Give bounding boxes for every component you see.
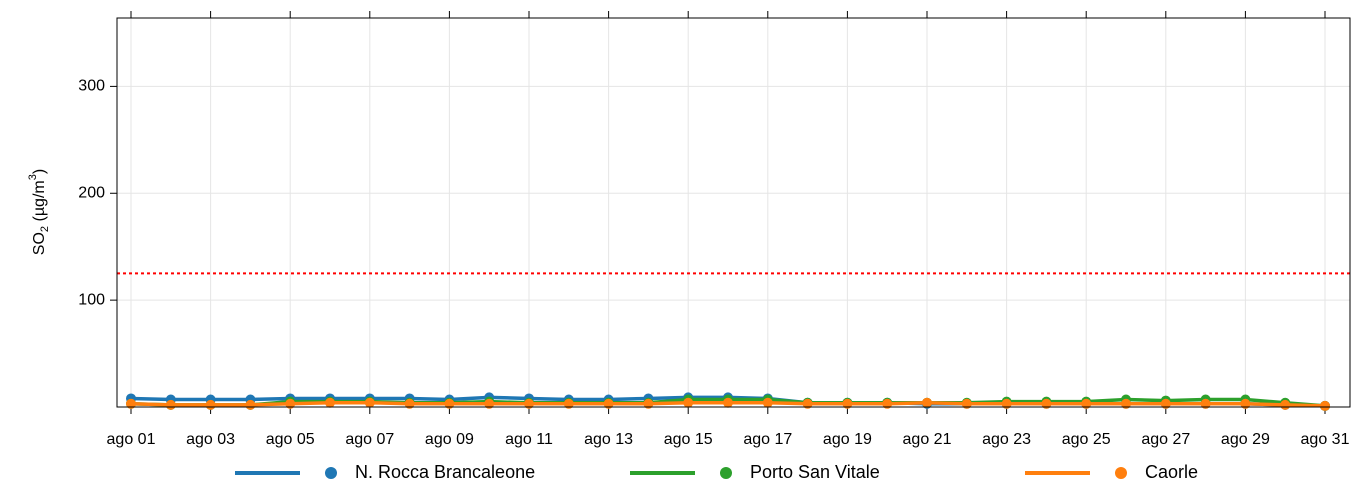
y-label-part: SO [31, 232, 48, 255]
x-tick-label: ago 11 [505, 431, 553, 448]
data-point [1200, 398, 1211, 409]
data-point [245, 399, 256, 410]
legend-marker [1115, 467, 1127, 479]
legend-label: Caorle [1145, 462, 1198, 482]
data-point [364, 397, 375, 408]
data-point [922, 397, 932, 408]
x-tick-label: ago 17 [743, 431, 792, 448]
x-tick-label: ago 01 [107, 431, 156, 448]
y-label-sub: 2 [39, 226, 51, 232]
plot-frame [116, 17, 1351, 408]
data-point [325, 397, 335, 408]
x-tick-label: ago 13 [584, 431, 633, 448]
data-point [882, 398, 893, 409]
x-tick-label: ago 07 [345, 431, 394, 448]
y-label-part: (µg/m [31, 180, 48, 226]
data-point [563, 398, 574, 409]
data-point [802, 398, 813, 409]
data-point [842, 398, 853, 409]
y-axis-label: SO2 (µg/m3) [27, 169, 51, 255]
data-point [444, 398, 455, 409]
data-point [723, 397, 733, 408]
data-point [1320, 400, 1330, 411]
data-point [126, 398, 136, 409]
y-label-part: ) [31, 169, 48, 174]
x-tick-label: ago 15 [664, 431, 713, 448]
y-tick-label: 200 [78, 184, 105, 201]
x-tick-label: ago 03 [186, 431, 235, 448]
x-tick-label: ago 29 [1221, 431, 1270, 448]
data-point [1081, 398, 1092, 409]
data-point [285, 398, 296, 409]
data-point [1160, 398, 1171, 409]
legend-marker [720, 467, 732, 479]
data-point [165, 399, 176, 410]
x-tick-label: ago 25 [1062, 431, 1111, 448]
data-point [603, 398, 614, 409]
x-tick-label: ago 05 [266, 431, 315, 448]
data-point [1041, 398, 1052, 409]
y-tick-label: 300 [78, 78, 105, 95]
data-point [1280, 399, 1291, 410]
legend-label: N. Rocca Brancaleone [355, 462, 535, 482]
x-tick-label: ago 27 [1141, 431, 1190, 448]
x-tick-label: ago 23 [982, 431, 1031, 448]
data-point [524, 398, 534, 409]
data-point [205, 399, 216, 410]
x-tick-label: ago 31 [1301, 431, 1350, 448]
y-label-sup: 3 [27, 174, 39, 180]
data-point [1001, 398, 1012, 409]
data-point [643, 398, 654, 409]
x-tick-label: ago 19 [823, 431, 872, 448]
data-point [1240, 398, 1251, 409]
x-tick-label: ago 21 [903, 431, 952, 448]
data-point [683, 397, 694, 408]
data-point [961, 398, 972, 409]
legend-label: Porto San Vitale [750, 462, 880, 482]
data-point [762, 397, 773, 408]
data-point [484, 398, 495, 409]
data-point [404, 398, 415, 409]
data-point [1121, 398, 1131, 409]
legend-marker [325, 467, 337, 479]
x-tick-label: ago 09 [425, 431, 474, 448]
y-tick-label: 100 [78, 291, 105, 308]
